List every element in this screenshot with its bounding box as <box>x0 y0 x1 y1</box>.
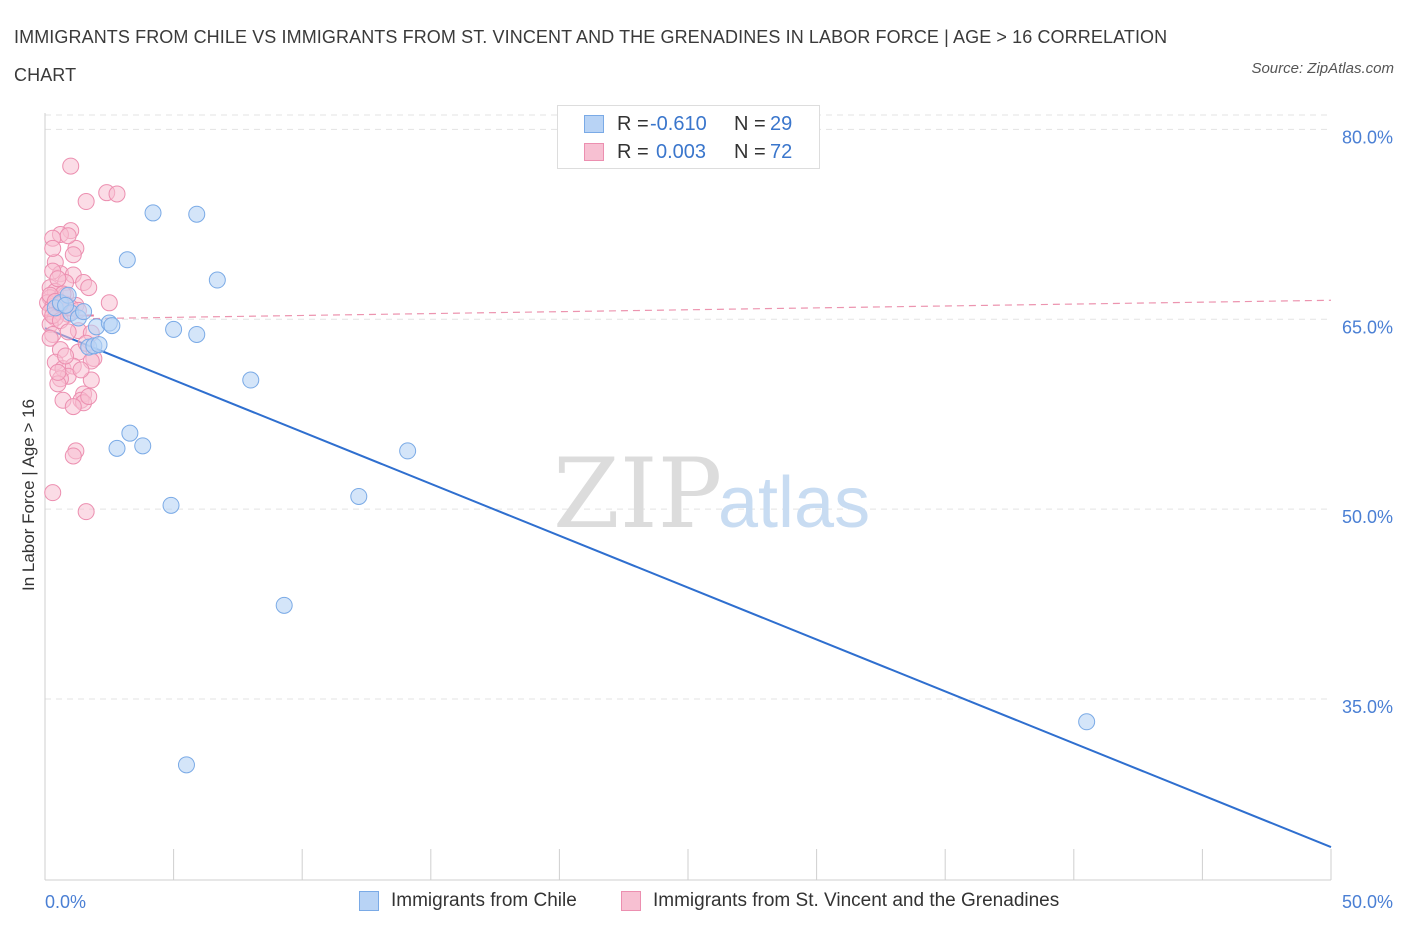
legend-swatch-chile <box>584 115 604 133</box>
point-chile <box>1078 713 1096 731</box>
watermark-atlas: atlas <box>718 463 870 543</box>
point-st-vincent <box>72 361 90 379</box>
trend-line-chile <box>44 327 1332 849</box>
y-tick-label: 35.0% <box>1342 697 1393 717</box>
point-chile <box>118 251 136 269</box>
legend-swatch-st-vincent <box>584 143 604 161</box>
point-chile <box>399 442 417 460</box>
legend-r-label: R = <box>617 141 649 163</box>
bottom-legend-swatch-st-vincent <box>621 891 641 911</box>
point-chile <box>121 424 139 442</box>
point-st-vincent <box>64 398 82 416</box>
point-st-vincent <box>44 484 62 502</box>
chart-title: IMMIGRANTS FROM CHILE VS IMMIGRANTS FROM… <box>14 27 1168 85</box>
point-st-vincent <box>41 329 59 347</box>
legend-n-label: N = <box>734 141 766 163</box>
point-chile <box>144 204 162 222</box>
bottom-legend-label-st-vincent: Immigrants from St. Vincent and the Gren… <box>653 890 1060 911</box>
x-tick-label: 50.0% <box>1342 892 1393 912</box>
tick-labels: 35.0% 50.0% 65.0% 80.0% 0.0% 50.0% <box>45 127 1393 912</box>
point-st-vincent <box>62 157 80 175</box>
point-st-vincent <box>108 185 126 203</box>
point-st-vincent <box>80 279 98 297</box>
source-label: Source: ZipAtlas.com <box>1251 60 1394 77</box>
point-st-vincent <box>64 447 82 465</box>
y-axis-label: In Labor Force | Age > 16 <box>19 399 38 591</box>
point-chile <box>108 439 126 457</box>
x-tick-label: 0.0% <box>45 892 86 912</box>
point-st-vincent <box>64 246 82 264</box>
bottom-legend-swatch-chile <box>359 891 379 911</box>
point-st-vincent <box>44 239 62 257</box>
point-st-vincent <box>77 193 95 211</box>
legend-r-value: 0.003 <box>656 141 707 163</box>
point-chile <box>242 371 260 389</box>
point-st-vincent <box>59 323 77 341</box>
point-st-vincent <box>57 347 75 365</box>
point-chile <box>177 756 195 774</box>
legend-r-value: -0.610 <box>650 113 707 135</box>
trend-lines <box>44 299 1332 849</box>
point-chile <box>165 320 183 338</box>
point-st-vincent <box>49 270 67 288</box>
point-chile <box>208 271 226 289</box>
point-chile <box>275 596 293 614</box>
point-chile <box>162 496 180 514</box>
correlation-legend: R = -0.610 N = 29 R = 0.003 N = 72 <box>557 105 820 169</box>
point-chile <box>57 296 75 314</box>
bottom-legend-label-chile: Immigrants from Chile <box>391 890 577 911</box>
point-st-vincent <box>82 371 100 389</box>
point-chile <box>103 317 121 335</box>
trend-line-st-vincent-extended <box>44 299 1332 320</box>
legend-n-value: 72 <box>770 141 793 163</box>
y-tick-label: 50.0% <box>1342 507 1393 527</box>
point-chile <box>75 303 93 321</box>
y-tick-label: 65.0% <box>1342 317 1393 337</box>
watermark: ZIP atlas <box>553 438 870 550</box>
watermark-zip: ZIP <box>553 438 722 550</box>
point-st-vincent <box>49 363 67 381</box>
point-st-vincent <box>77 503 95 521</box>
point-st-vincent <box>80 387 98 405</box>
data-points <box>39 157 1096 774</box>
y-tick-label: 80.0% <box>1342 127 1393 147</box>
point-chile <box>188 205 206 223</box>
point-st-vincent <box>59 227 77 245</box>
legend-n-label: N = <box>734 113 766 135</box>
point-chile <box>188 325 206 343</box>
point-chile <box>350 487 368 505</box>
legend-n-value: 29 <box>770 113 793 135</box>
point-chile <box>90 336 108 354</box>
point-st-vincent <box>100 294 118 312</box>
point-chile <box>134 437 152 455</box>
legend-r-label: R = <box>617 113 649 135</box>
